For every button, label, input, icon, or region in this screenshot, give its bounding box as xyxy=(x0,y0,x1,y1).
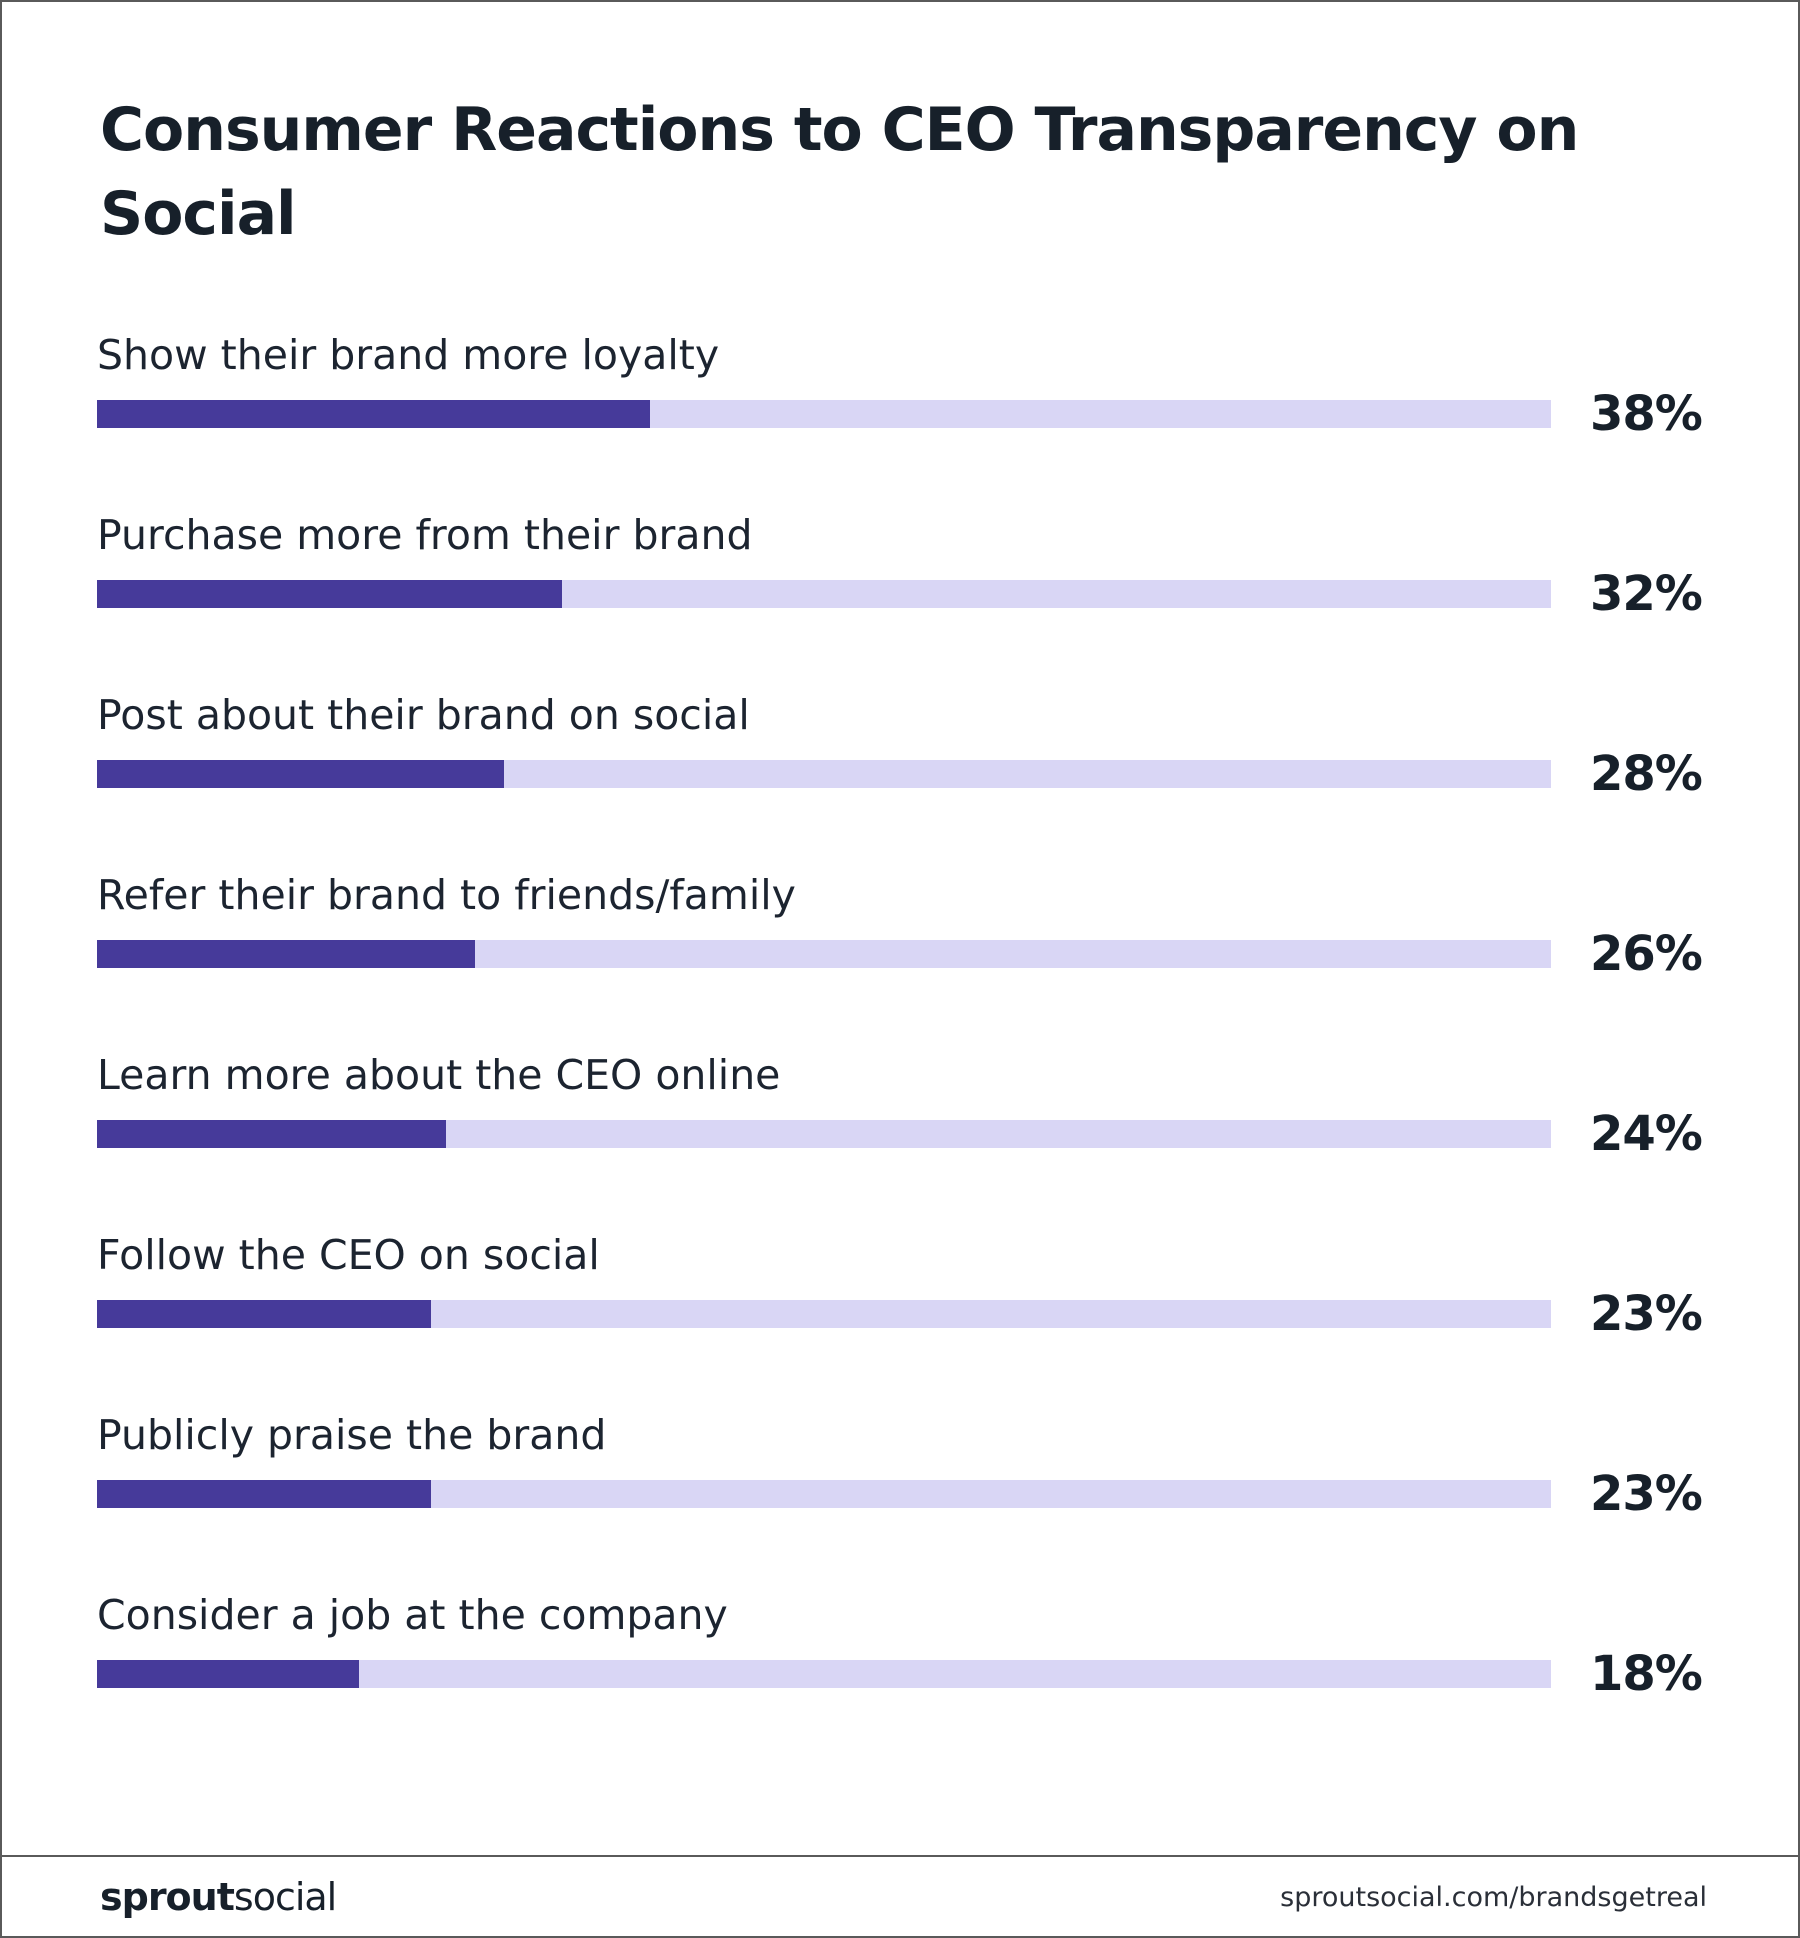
category-label: Show their brand more loyalty xyxy=(97,331,720,379)
bar-row: Refer their brand to friends/family 26% xyxy=(0,870,1800,1020)
bar-track xyxy=(97,1300,1551,1328)
bar-row: Show their brand more loyalty 38% xyxy=(0,330,1800,480)
bar-row: Post about their brand on social 28% xyxy=(0,690,1800,840)
bar-track xyxy=(97,940,1551,968)
bar-row: Publicly praise the brand 23% xyxy=(0,1410,1800,1560)
category-label: Learn more about the CEO online xyxy=(97,1051,781,1099)
value-label: 18% xyxy=(1590,1646,1703,1702)
bar-track xyxy=(97,580,1551,608)
logo-bold-part: sprout xyxy=(100,1875,235,1919)
category-label: Post about their brand on social xyxy=(97,691,750,739)
footer-divider xyxy=(0,1855,1800,1857)
bar-track xyxy=(97,760,1551,788)
bar-fill xyxy=(97,1660,359,1688)
bar-track xyxy=(97,1660,1551,1688)
footer-url: sproutsocial.com/brandsgetreal xyxy=(1280,1882,1707,1913)
bar-fill xyxy=(97,940,476,968)
bar-fill xyxy=(97,580,563,608)
bar-fill xyxy=(97,400,650,428)
category-label: Publicly praise the brand xyxy=(97,1411,607,1459)
value-label: 26% xyxy=(1590,926,1703,982)
chart-title: Consumer Reactions to CEO Transparency o… xyxy=(100,95,1579,249)
bar-fill xyxy=(97,1480,432,1508)
value-label: 32% xyxy=(1590,566,1703,622)
bar-fill xyxy=(97,1120,446,1148)
logo-light-part: social xyxy=(233,1875,337,1919)
bar-fill xyxy=(97,1300,432,1328)
bar-row: Follow the CEO on social 23% xyxy=(0,1230,1800,1380)
value-label: 28% xyxy=(1590,746,1703,802)
bar-track xyxy=(97,1480,1551,1508)
bar-track xyxy=(97,1120,1551,1148)
bar-row: Consider a job at the company 18% xyxy=(0,1590,1800,1740)
sproutsocial-logo: sproutsocial xyxy=(100,1872,337,1922)
value-label: 24% xyxy=(1590,1106,1703,1162)
value-label: 38% xyxy=(1590,386,1703,442)
category-label: Follow the CEO on social xyxy=(97,1231,600,1279)
value-label: 23% xyxy=(1590,1466,1703,1522)
category-label: Refer their brand to friends/family xyxy=(97,871,796,919)
bar-row: Learn more about the CEO online 24% xyxy=(0,1050,1800,1200)
category-label: Purchase more from their brand xyxy=(97,511,753,559)
bar-row: Purchase more from their brand 32% xyxy=(0,510,1800,660)
category-label: Consider a job at the company xyxy=(97,1591,728,1639)
value-label: 23% xyxy=(1590,1286,1703,1342)
bar-chart: Show their brand more loyalty 38% Purchase… xyxy=(0,330,1800,1740)
bar-fill xyxy=(97,760,505,788)
bar-track xyxy=(97,400,1551,428)
